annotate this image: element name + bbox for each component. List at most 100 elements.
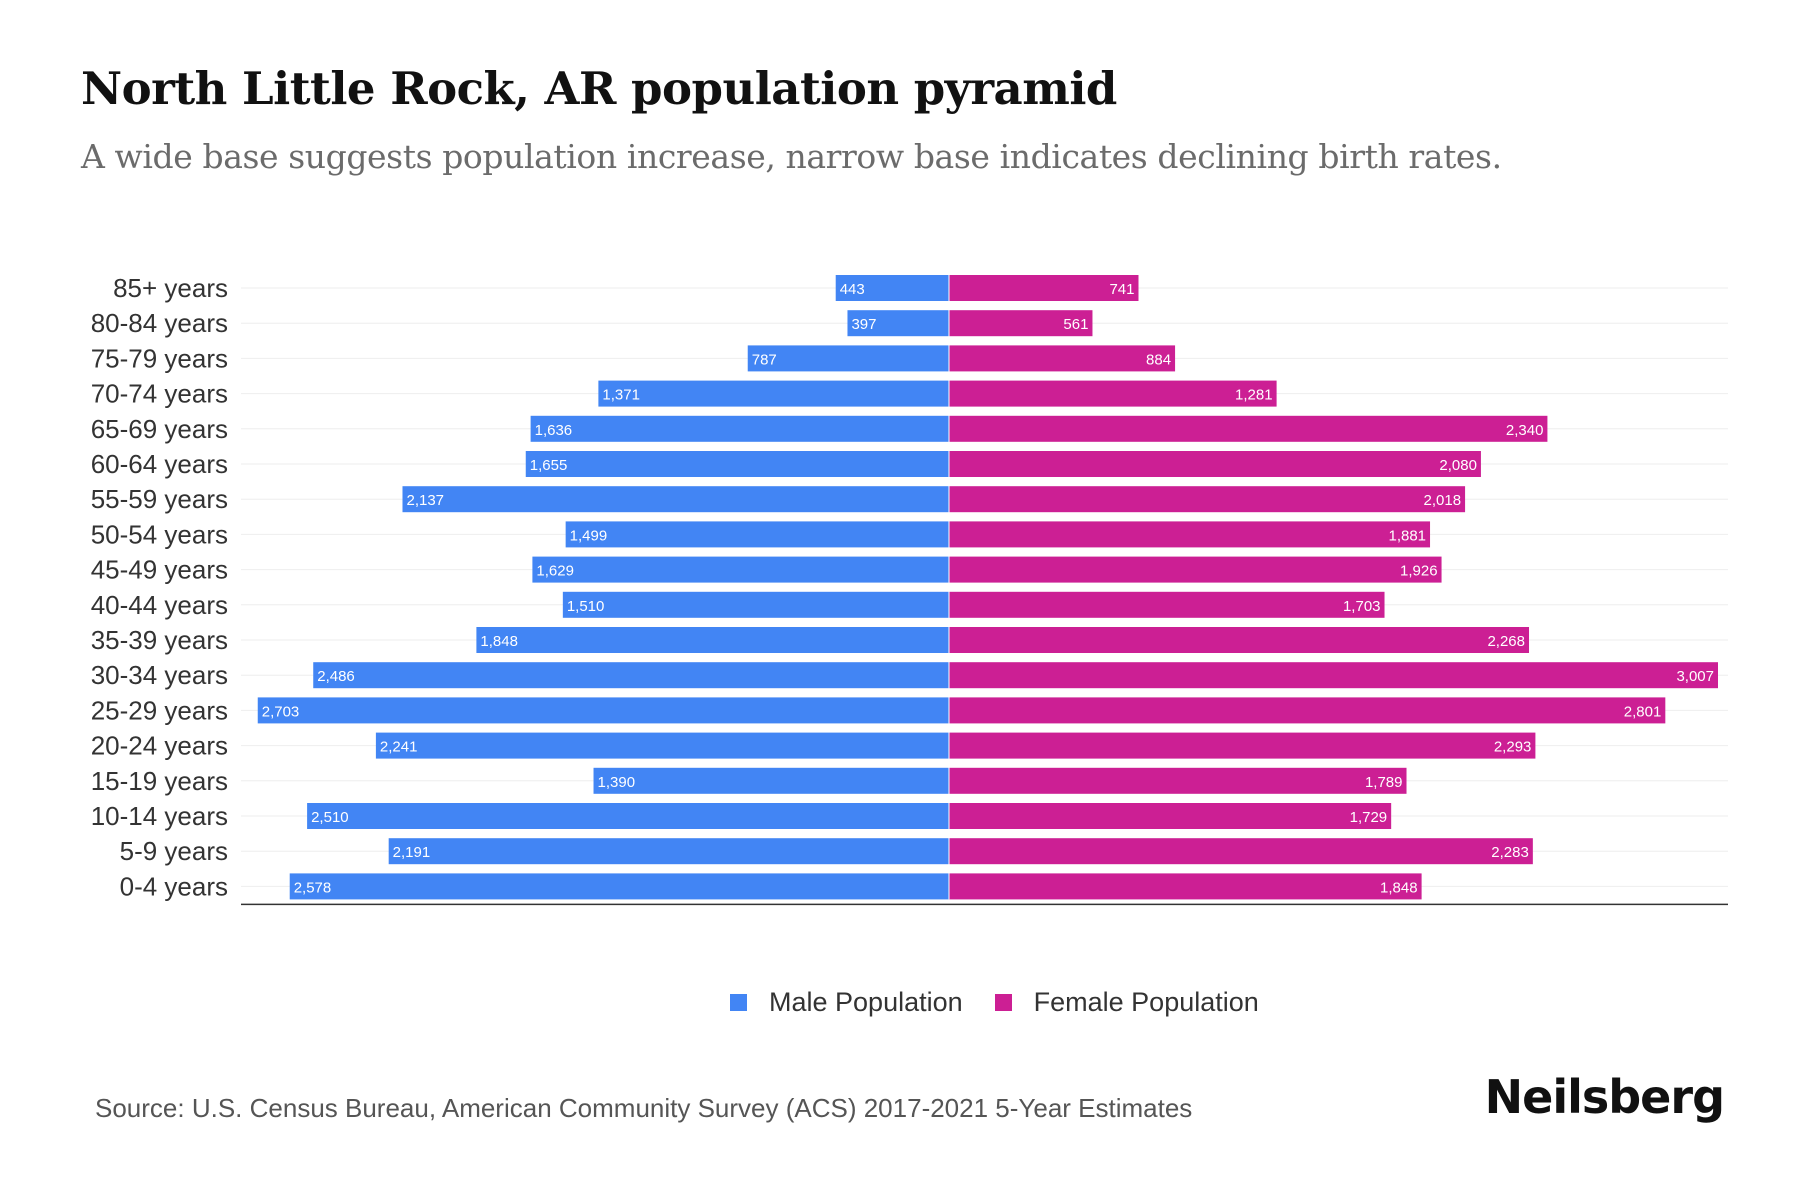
category-label: 25-29 years (91, 695, 228, 725)
male-value-label: 1,848 (480, 633, 518, 650)
female-bar (949, 310, 1093, 337)
male-bar (402, 486, 949, 513)
male-bar (313, 662, 949, 689)
male-bar (525, 451, 949, 477)
category-label: 40-44 years (91, 590, 228, 620)
category-label: 75-79 years (91, 343, 228, 373)
male-value-label: 2,137 (406, 492, 444, 509)
female-value-label: 1,703 (1343, 598, 1381, 615)
female-value-label: 1,848 (1380, 879, 1418, 896)
legend-label-male: Male Population (769, 987, 963, 1017)
female-bar (949, 275, 1139, 301)
female-value-label: 1,881 (1388, 527, 1426, 544)
category-label: 0-4 years (120, 871, 228, 901)
category-label: 65-69 years (91, 414, 228, 444)
male-value-label: 1,371 (602, 387, 640, 404)
male-value-label: 1,390 (598, 774, 636, 791)
male-value-label: 787 (752, 351, 777, 368)
female-bar (949, 556, 1442, 583)
female-bar (949, 767, 1407, 794)
female-bar (949, 662, 1718, 689)
legend-item-female: Female Population (994, 987, 1259, 1018)
female-bar (949, 451, 1481, 477)
female-value-label: 741 (1109, 281, 1134, 298)
male-bar (835, 275, 949, 301)
male-bar (847, 310, 949, 337)
female-value-label: 1,281 (1235, 387, 1273, 404)
legend-label-female: Female Population (1033, 987, 1259, 1017)
male-bar (565, 521, 949, 548)
female-value-label: 2,801 (1624, 703, 1662, 720)
female-value-label: 2,283 (1491, 844, 1529, 861)
male-value-label: 1,510 (567, 598, 605, 615)
legend-swatch-female (994, 994, 1012, 1011)
category-label: 5-9 years (120, 836, 228, 866)
chart-title: North Little Rock, AR population pyramid (81, 62, 1117, 115)
legend-item-male: Male Population (730, 987, 963, 1018)
female-bar (949, 345, 1176, 372)
female-bar (949, 697, 1666, 724)
female-bar (949, 380, 1277, 407)
male-bar (375, 732, 949, 759)
female-value-label: 2,268 (1487, 633, 1525, 650)
category-label: 35-39 years (91, 625, 228, 655)
male-value-label: 2,191 (393, 844, 431, 861)
category-label: 55-59 years (91, 484, 228, 514)
female-bar (949, 838, 1533, 865)
male-bar (747, 345, 949, 372)
category-label: 10-14 years (91, 801, 228, 831)
male-value-label: 2,241 (380, 739, 418, 756)
male-value-label: 2,510 (311, 809, 349, 826)
category-label: 60-64 years (91, 449, 228, 479)
male-bar (257, 697, 950, 724)
female-value-label: 561 (1063, 316, 1088, 333)
male-bar (289, 873, 949, 900)
female-value-label: 1,789 (1365, 774, 1403, 791)
male-value-label: 443 (840, 281, 865, 298)
male-bar (598, 380, 949, 407)
male-value-label: 2,703 (262, 703, 300, 720)
male-value-label: 397 (851, 316, 876, 333)
male-bar (388, 838, 949, 865)
category-label: 45-49 years (91, 555, 228, 585)
male-bar (476, 627, 949, 653)
male-bar (562, 591, 949, 618)
female-bar (949, 415, 1548, 442)
female-bar (949, 486, 1466, 513)
male-value-label: 1,499 (570, 527, 608, 544)
female-bar (949, 627, 1530, 653)
male-value-label: 1,655 (530, 457, 568, 474)
source-note: Source: U.S. Census Bureau, American Com… (95, 1093, 1193, 1123)
male-value-label: 1,636 (535, 422, 573, 439)
chart-subtitle: A wide base suggests population increase… (81, 137, 1502, 176)
legend-swatch-male (730, 994, 747, 1011)
category-label: 50-54 years (91, 519, 228, 549)
legend: Male Population Female Population (730, 987, 1291, 1018)
female-value-label: 1,729 (1350, 809, 1388, 826)
female-value-label: 3,007 (1676, 668, 1714, 685)
female-bar (949, 732, 1536, 759)
female-value-label: 1,926 (1400, 563, 1438, 580)
male-bar (532, 556, 949, 583)
female-value-label: 2,293 (1494, 739, 1532, 756)
female-value-label: 884 (1146, 351, 1171, 368)
category-label: 70-74 years (91, 379, 228, 409)
brand-logo: Neilsberg (1484, 1070, 1725, 1124)
category-label: 20-24 years (91, 731, 228, 761)
female-value-label: 2,080 (1439, 457, 1477, 474)
male-value-label: 2,578 (294, 879, 332, 896)
female-bar (949, 521, 1431, 548)
male-value-label: 2,486 (317, 668, 355, 685)
female-bar (949, 873, 1422, 900)
female-bar (949, 803, 1392, 829)
population-pyramid-chart: 85+ years 443 741 80-84 years 397 561 75-79 ye… (91, 273, 1728, 906)
male-value-label: 1,629 (536, 563, 574, 580)
female-value-label: 2,018 (1424, 492, 1462, 509)
male-bar (593, 767, 949, 794)
category-label: 80-84 years (91, 308, 228, 338)
category-label: 15-19 years (91, 766, 228, 796)
male-bar (307, 803, 950, 829)
female-bar (949, 591, 1385, 618)
category-label: 85+ years (113, 273, 228, 303)
male-bar (530, 415, 949, 442)
